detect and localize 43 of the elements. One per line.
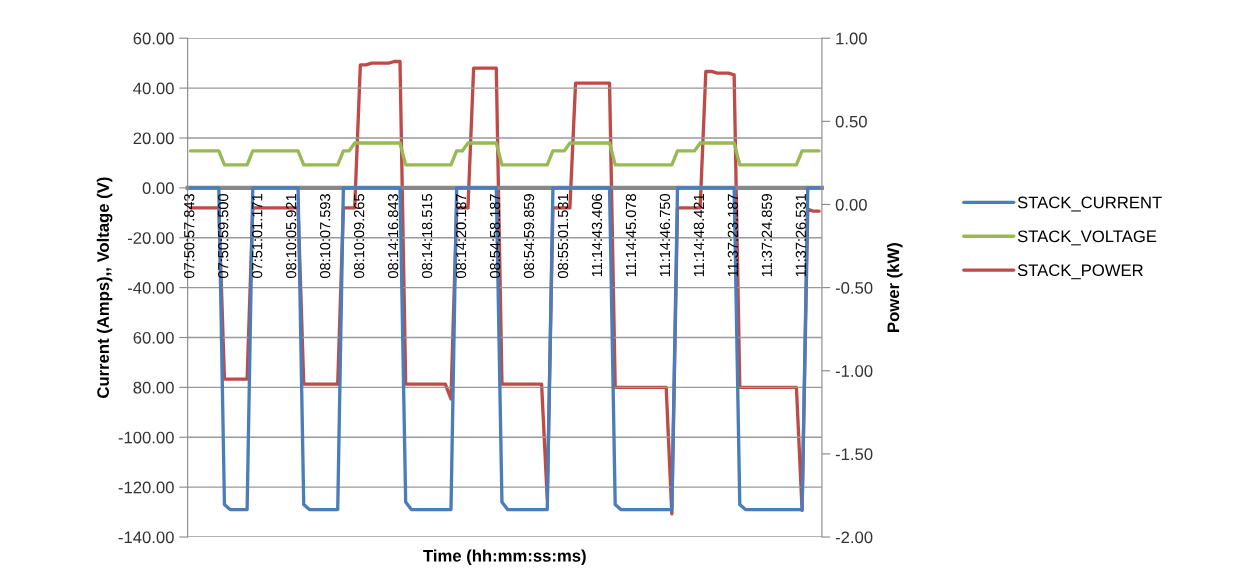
y2-tick-label: 1.00 bbox=[836, 32, 867, 45]
x-tick-label: 07:50:57.843 bbox=[184, 194, 195, 278]
x-tick-label: 11:37:26.531 bbox=[795, 194, 806, 277]
y-tick-label: -140.00 bbox=[118, 531, 174, 544]
y-tick-label: -40.00 bbox=[127, 282, 174, 294]
y2-tick-label: -1.00 bbox=[835, 365, 873, 377]
x-tick-label: 08:55:01.531 bbox=[557, 194, 569, 278]
y2-tick-label: -0.50 bbox=[835, 282, 873, 294]
y2-tick-label: 0.00 bbox=[835, 198, 867, 211]
y-tick-label: -20.00 bbox=[127, 232, 174, 244]
x-tick-label: 11:37:24.859 bbox=[761, 194, 773, 277]
x-tick-label: 11:14:48.421 bbox=[693, 194, 705, 277]
x-tick-label: 08:54:58.187 bbox=[489, 194, 501, 278]
x-tick-label: 11:14:43.406 bbox=[591, 194, 603, 277]
y-tick-label: 0.00 bbox=[142, 182, 174, 195]
y2-tick-label: -1.50 bbox=[835, 448, 873, 461]
x-tick-label: 11:14:46.750 bbox=[659, 193, 671, 277]
y2-axis-title: Power (kW) bbox=[886, 243, 903, 332]
y2-tick-label: -2.00 bbox=[835, 531, 873, 544]
x-tick-label: 08:14:18.515 bbox=[421, 194, 433, 278]
y-tick-label: -100.00 bbox=[118, 431, 174, 444]
legend-label: STACK_POWER bbox=[1017, 264, 1143, 280]
x-tick-label: 08:10:05.921 bbox=[286, 194, 297, 278]
x-tick-label: 11:37:23.187 bbox=[727, 194, 739, 277]
x-tick-label: 07:50:59.500 bbox=[218, 193, 229, 278]
legend-label: STACK_CURRENT bbox=[1017, 196, 1162, 212]
y-tick-label: 20.00 bbox=[133, 132, 174, 145]
y-tick-label: -120.00 bbox=[118, 481, 174, 494]
x-tick-label: 11:14:45.078 bbox=[625, 194, 637, 277]
y2-tick-label: 0.50 bbox=[835, 115, 867, 128]
x-tick-label: 08:54:59.859 bbox=[523, 194, 535, 278]
x-tick-label: 08:10:09.265 bbox=[353, 194, 365, 278]
x-tick-label: 07:51:01.171 bbox=[252, 194, 263, 278]
x-tick-label: 08:14:20.187 bbox=[455, 194, 467, 278]
y-tick-label: 60.00 bbox=[133, 331, 174, 344]
x-tick-label: 08:14:16.843 bbox=[387, 194, 399, 278]
y-tick-label: 60.00 bbox=[133, 32, 174, 45]
y-axis-title: Current (Amps),, Voltage (V) bbox=[96, 177, 113, 398]
legend-label: STACK_VOLTAGE bbox=[1017, 230, 1157, 246]
y-tick-label: 40.00 bbox=[133, 82, 174, 95]
y-tick-label: 80.00 bbox=[133, 381, 174, 394]
x-tick-label: 08:10:07.593 bbox=[319, 194, 331, 278]
x-axis-title: Time (hh:mm:ss:ms) bbox=[423, 549, 586, 566]
